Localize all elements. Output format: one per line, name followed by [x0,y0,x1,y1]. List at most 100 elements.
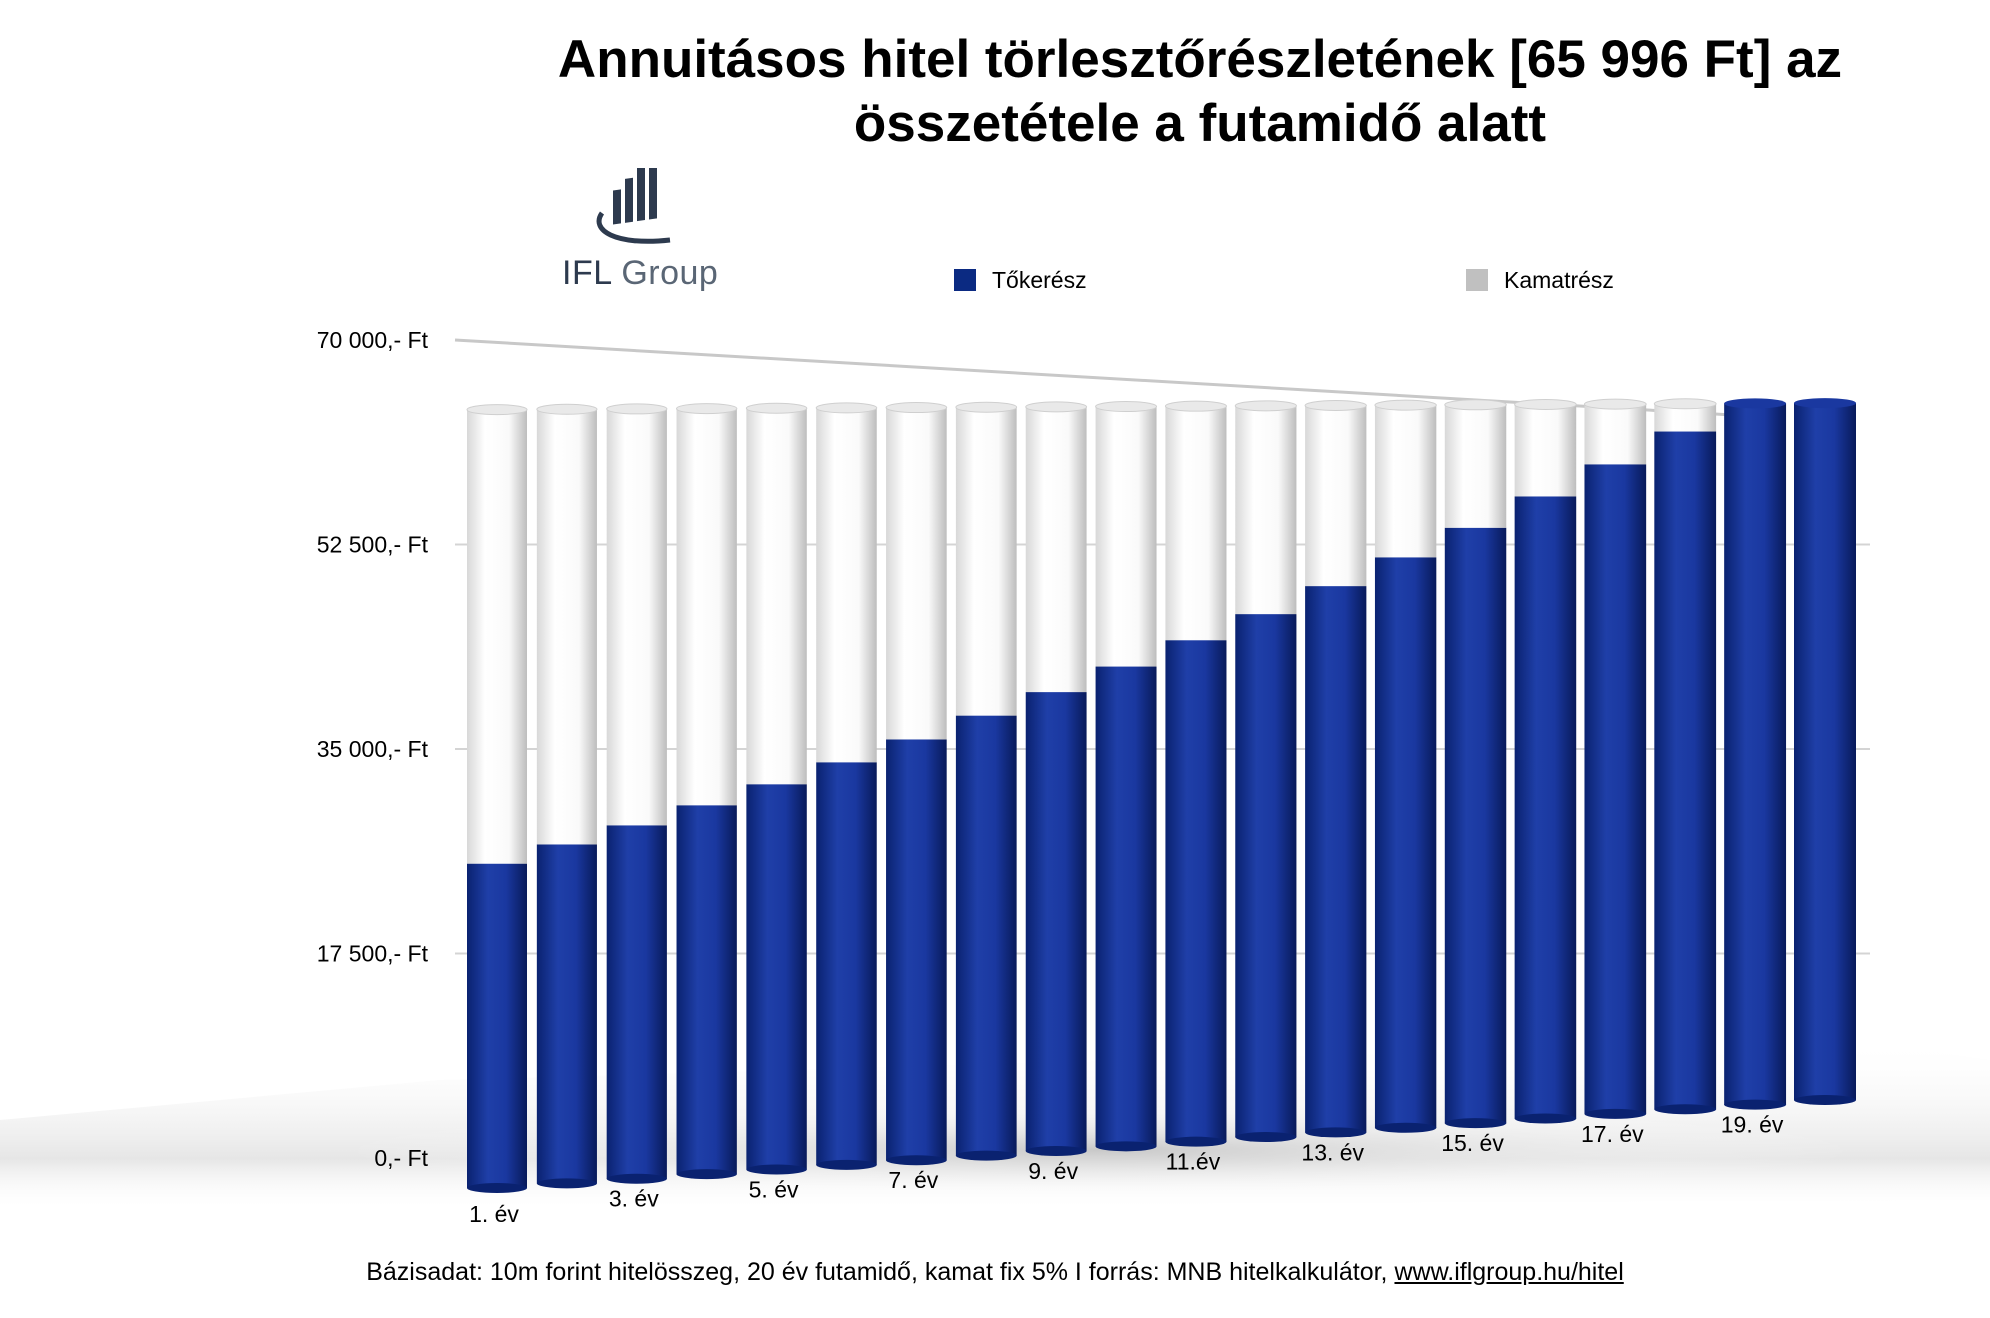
bar-top-cap [1583,398,1647,410]
legend-swatch-tokeresz [954,269,976,291]
bar-kamatresz [1305,405,1367,587]
bar-tokeresz [1724,403,1787,1105]
bar-tokeresz [955,715,1017,1156]
bar-tokeresz [1025,692,1087,1151]
logo-text: IFL Group [562,254,718,293]
bar-top-cap [466,404,528,416]
legend-item-tokeresz: Tőkerész [954,266,1087,294]
bar-top-cap [1653,398,1717,410]
bar-kamatresz [1584,404,1647,465]
chart-title-line-1: Annuitásos hitel törlesztőrészletének [6… [557,30,1843,89]
bar-top-cap [1234,400,1297,412]
bar-base-cap [1305,1127,1367,1138]
bar-group [536,403,598,1189]
bar-base-cap [1654,1104,1717,1115]
bar-base-cap [1374,1122,1437,1133]
bar-kamatresz [746,408,807,785]
y-tick-label: 17 500,- Ft [317,941,429,967]
bar-base-cap [1514,1113,1577,1124]
x-tick-label: 7. év [888,1167,938,1193]
bar-group [676,403,738,1180]
bar-top-cap [815,402,878,414]
x-tick-label: 17. év [1581,1121,1644,1147]
x-tick-label: 5. év [749,1176,799,1202]
logo-text-group: Group [621,254,719,292]
bar-top-cap [1095,401,1158,413]
x-tick-label: 11.év [1166,1149,1221,1175]
bar-group [1653,398,1717,1115]
chart-title-line-2: összetétele a futamidő alatt [853,94,1547,153]
bar-group [815,402,878,1170]
bar-top-cap [1724,398,1787,409]
bar-kamatresz [536,409,597,845]
bar-group [1724,398,1787,1110]
bar-top-cap [1164,400,1227,412]
bar-group [1095,401,1158,1152]
bar-group [885,402,948,1166]
bar-base-cap [1165,1136,1227,1147]
y-tick-label: 52 500,- Ft [317,532,429,558]
bar-group [1794,398,1856,1105]
y-tick-label: 0,- Ft [374,1145,428,1171]
bar-base-cap [1794,1095,1856,1105]
bar-tokeresz [536,844,597,1184]
bar-base-cap [676,1169,737,1180]
bar-base-cap [1025,1145,1087,1156]
bar-base-cap [1724,1099,1787,1110]
y-tick-label: 70 000,- Ft [317,327,429,353]
bar-base-cap [606,1173,667,1184]
bar-tokeresz [1584,464,1647,1114]
legend-swatch-kamatresz [1466,269,1488,291]
bar-top-cap [1304,399,1367,411]
bar-group [1374,399,1437,1133]
bar-top-cap [676,403,738,415]
bar-tokeresz [746,784,807,1170]
bar-tokeresz [1374,557,1437,1128]
bar-base-cap [955,1150,1017,1161]
bar-kamatresz [1444,404,1507,528]
bar-tokeresz [1235,614,1297,1138]
bar-tokeresz [676,805,737,1175]
bar-top-cap [606,403,668,415]
bar-base-cap [816,1159,877,1170]
bar-group [1583,398,1647,1119]
bar-kamatresz [1165,406,1227,641]
bar-top-cap [745,402,808,414]
bar-tokeresz [1095,666,1157,1147]
x-tick-label: 1. év [469,1201,519,1227]
x-tick-label: 9. év [1028,1158,1078,1184]
bar-group [1234,400,1297,1143]
bar-group [1514,398,1577,1124]
bar-group [1164,400,1227,1147]
bar-tokeresz [886,739,947,1161]
bar-tokeresz [606,825,667,1179]
bar-tokeresz [1794,403,1856,1100]
bar-tokeresz [1654,431,1717,1110]
bar-kamatresz [816,407,877,763]
bar-base-cap [1235,1132,1297,1143]
bar-base-cap [1584,1108,1647,1119]
bar-base-cap [1444,1118,1507,1129]
bar-top-cap [1794,398,1856,409]
source-footer: Bázisadat: 10m forint hitelösszeg, 20 év… [0,1258,1990,1287]
bar-kamatresz [955,407,1017,716]
x-tick-label: 19. év [1721,1112,1784,1138]
bar-tokeresz [1514,496,1577,1119]
bar-top-cap [1374,399,1437,411]
bar-kamatresz [886,407,947,740]
bar-group [606,403,668,1184]
bar-kamatresz [1514,404,1577,497]
y-tick-label: 35 000,- Ft [317,736,429,762]
bar-tokeresz [1165,640,1227,1142]
bar-group [466,404,528,1193]
bar-top-cap [536,403,598,415]
bar-kamatresz [467,409,527,864]
bar-base-cap [746,1164,807,1175]
bar-top-cap [885,402,948,414]
bar-base-cap [467,1183,527,1193]
bar-tokeresz [1305,586,1367,1133]
logo-text-ifl: IFL [562,254,612,292]
source-link[interactable]: www.iflgroup.hu/hitel [1394,1258,1624,1286]
x-tick-label: 15. év [1441,1130,1504,1156]
